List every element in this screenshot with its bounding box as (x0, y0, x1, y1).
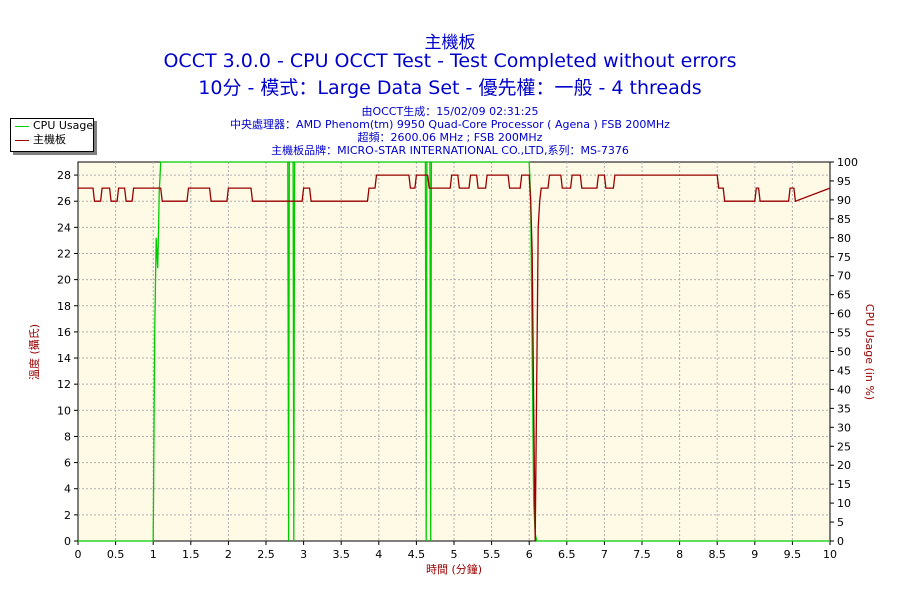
y-right-tick-label: 75 (837, 251, 851, 264)
x-tick-label: 8 (676, 548, 683, 561)
x-tick-label: 1.5 (182, 548, 200, 561)
y-right-tick-label: 15 (837, 478, 851, 491)
y-right-tick-label: 80 (837, 232, 851, 245)
y-right-tick-label: 90 (837, 194, 851, 207)
y-left-axis-label: 溫度 (攝氏) (27, 324, 41, 380)
x-tick-label: 7.5 (633, 548, 651, 561)
y-right-tick-label: 25 (837, 440, 851, 453)
x-tick-label: 8.5 (708, 548, 726, 561)
y-left-tick-label: 2 (64, 509, 71, 522)
x-tick-label: 2 (225, 548, 232, 561)
y-right-tick-label: 65 (837, 289, 851, 302)
y-right-tick-label: 85 (837, 213, 851, 226)
y-right-axis-ticks: 0 5 10 15 20 25 30 35 40 45 50 55 60 65 70 75 80 85 90 95 10… (830, 156, 858, 548)
chart-title: 主機板 (424, 33, 476, 53)
y-left-tick-label: 14 (57, 352, 71, 365)
y-left-tick-label: 8 (64, 430, 71, 443)
y-right-tick-label: 0 (837, 535, 844, 548)
legend-label-cpu-usage: CPU Usage (33, 119, 94, 132)
y-left-tick-label: 10 (57, 404, 71, 417)
x-tick-label: 5 (451, 548, 458, 561)
x-tick-label: 9 (751, 548, 758, 561)
clock-info: 超頻：2600.06 MHz ; FSB 200MHz (357, 131, 543, 144)
y-left-tick-label: 24 (57, 221, 71, 234)
y-right-tick-label: 95 (837, 175, 851, 188)
x-tick-label: 9.5 (784, 548, 802, 561)
legend-swatch-motherboard (15, 140, 29, 141)
y-right-tick-label: 40 (837, 383, 851, 396)
y-right-tick-label: 10 (837, 497, 851, 510)
x-tick-label: 4 (375, 548, 382, 561)
y-left-tick-label: 18 (57, 300, 71, 313)
x-tick-label: 0.5 (107, 548, 125, 561)
test-mode: 10分 - 模式：Large Data Set - 優先權：一般 - 4 thr… (198, 77, 702, 99)
y-left-tick-label: 4 (64, 483, 71, 496)
x-tick-label: 0 (75, 548, 82, 561)
x-tick-label: 6.5 (558, 548, 576, 561)
y-right-tick-label: 50 (837, 346, 851, 359)
test-summary: OCCT 3.0.0 - CPU OCCT Test - Test Comple… (163, 50, 737, 72)
grid-lines (78, 162, 830, 541)
y-right-tick-label: 70 (837, 270, 851, 283)
y-right-tick-label: 100 (837, 156, 858, 169)
y-left-tick-label: 6 (64, 457, 71, 470)
y-right-tick-label: 5 (837, 516, 844, 529)
x-tick-label: 5.5 (483, 548, 501, 561)
y-right-tick-label: 45 (837, 364, 851, 377)
x-tick-label: 3.5 (332, 548, 350, 561)
x-tick-label: 7 (601, 548, 608, 561)
y-left-tick-label: 22 (57, 247, 71, 260)
legend-swatch-cpu-usage (15, 126, 29, 127)
legend-item-motherboard: 主機板 (11, 133, 93, 147)
series-line-1 (78, 174, 831, 542)
y-right-tick-label: 20 (837, 459, 851, 472)
y-left-tick-label: 20 (57, 274, 71, 287)
y-right-tick-label: 60 (837, 308, 851, 321)
x-axis-label: 時間 (分鐘) (426, 562, 482, 576)
y-right-axis-label: CPU Usage (in %) (863, 304, 876, 400)
y-left-tick-label: 16 (57, 326, 71, 339)
y-left-tick-label: 0 (64, 535, 71, 548)
generated-info: 由OCCT生成：15/02/09 02:31:25 (361, 105, 539, 118)
x-tick-label: 4.5 (408, 548, 426, 561)
cpu-info: 中央處理器：AMD Phenom(tm) 9950 Quad-Core Proc… (230, 118, 670, 131)
x-tick-label: 10 (823, 548, 837, 561)
series-layer (78, 161, 831, 542)
y-right-tick-label: 55 (837, 327, 851, 340)
x-tick-label: 6 (526, 548, 533, 561)
series-line-0 (78, 161, 830, 542)
motherboard-info: 主機板品牌：MICRO-STAR INTERNATIONAL CO.,LTD,系… (271, 144, 629, 157)
y-left-tick-label: 28 (57, 169, 71, 182)
y-left-tick-label: 12 (57, 378, 71, 391)
x-tick-label: 2.5 (257, 548, 275, 561)
legend: CPU Usage 主機板 (10, 118, 94, 152)
y-right-tick-label: 30 (837, 421, 851, 434)
x-axis-ticks: 0 0.5 1 1.5 2 2.5 3 3.5 4 4.5 5 5.5 6 6.5 7 7.5 8 8.5 9 9.5… (75, 541, 837, 561)
x-tick-label: 1 (150, 548, 157, 561)
legend-item-cpu-usage: CPU Usage (11, 119, 93, 133)
legend-label-motherboard: 主機板 (33, 133, 66, 146)
y-right-tick-label: 35 (837, 402, 851, 415)
x-tick-label: 3 (300, 548, 307, 561)
y-left-tick-label: 26 (57, 195, 71, 208)
